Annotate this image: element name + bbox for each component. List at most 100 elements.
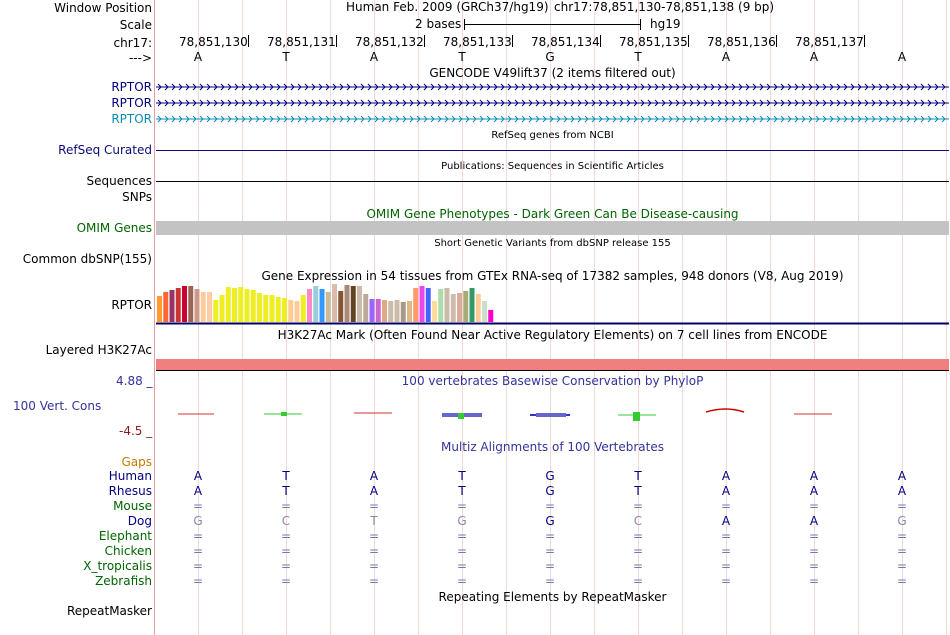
gtex-tissue-bar[interactable] xyxy=(307,289,312,322)
publications-sequences-label[interactable]: Sequences xyxy=(86,174,152,188)
gtex-tissue-bar[interactable] xyxy=(182,286,187,322)
gtex-tissue-bar[interactable] xyxy=(444,288,450,322)
repeatmasker-label[interactable]: RepeatMasker xyxy=(66,604,152,618)
phylop-conservation-plot[interactable] xyxy=(156,400,949,428)
gtex-tissue-bar[interactable] xyxy=(425,288,431,322)
gtex-tissue-bar[interactable] xyxy=(300,295,306,322)
gtex-tissue-bar[interactable] xyxy=(244,289,250,322)
gtex-tissue-bar[interactable] xyxy=(207,292,212,322)
h3k27ac-signal[interactable] xyxy=(156,359,949,370)
species-label[interactable]: Dog xyxy=(127,514,152,528)
gtex-tissue-bar[interactable] xyxy=(238,287,244,322)
refseq-gene-line[interactable] xyxy=(156,150,949,151)
gencode-item-rptor-3[interactable]: RPTOR xyxy=(111,112,152,126)
species-label[interactable]: Zebrafish xyxy=(95,574,152,588)
gencode-item-rptor-2[interactable]: RPTOR xyxy=(111,96,152,110)
species-label[interactable]: Rhesus xyxy=(108,484,152,498)
gencode-item-rptor-1[interactable]: RPTOR xyxy=(111,80,152,94)
species-label[interactable]: Mouse xyxy=(113,499,152,513)
gtex-tissue-bar[interactable] xyxy=(257,293,262,322)
omim-genes-label[interactable]: OMIM Genes xyxy=(76,221,152,235)
gtex-tissue-bar[interactable] xyxy=(288,300,294,322)
gtex-tissue-bar[interactable] xyxy=(263,295,269,322)
gtex-tissue-bar[interactable] xyxy=(294,301,300,322)
gtex-tissue-bar[interactable] xyxy=(325,292,331,322)
strand-arrow xyxy=(521,99,526,107)
gtex-tissue-bar[interactable] xyxy=(432,301,437,322)
gtex-tissue-bar[interactable] xyxy=(313,286,319,322)
gtex-tissue-bar[interactable] xyxy=(394,300,400,322)
publications-snps-label[interactable]: SNPs xyxy=(122,190,152,204)
gtex-tissue-bar[interactable] xyxy=(363,294,369,322)
gtex-tissue-bar[interactable] xyxy=(413,288,419,322)
gtex-tissue-bar[interactable] xyxy=(369,299,375,322)
species-label[interactable]: Elephant xyxy=(98,529,152,543)
gtex-tissue-bar[interactable] xyxy=(400,302,406,322)
gtex-tissue-bar[interactable] xyxy=(338,291,344,322)
gtex-tissue-bar[interactable] xyxy=(175,288,181,322)
gtex-tissue-bar[interactable] xyxy=(225,287,231,322)
strand-arrow xyxy=(913,83,918,91)
species-label[interactable]: Chicken xyxy=(104,544,152,558)
strand-arrow xyxy=(801,83,806,91)
gtex-tissue-bar[interactable] xyxy=(375,299,381,322)
multiz-gaps-label[interactable]: Gaps xyxy=(121,455,152,469)
gtex-tissue-bar[interactable] xyxy=(275,297,281,322)
gtex-tissue-bar[interactable] xyxy=(463,291,469,322)
gtex-tissue-bar[interactable] xyxy=(188,286,194,322)
strand-arrow xyxy=(472,83,477,91)
gtex-tissue-bar[interactable] xyxy=(319,289,325,322)
conservation-label[interactable]: 100 Vert. Cons xyxy=(13,399,102,413)
strand-arrow xyxy=(423,83,428,91)
gtex-tissue-bar[interactable] xyxy=(194,289,200,322)
strand-arrow xyxy=(864,115,869,123)
h3k27ac-track-title: H3K27Ac Mark (Often Found Near Active Re… xyxy=(277,328,828,342)
gtex-tissue-bar[interactable] xyxy=(169,290,175,322)
gtex-tissue-bar[interactable] xyxy=(438,289,444,322)
omim-phenotype-bar[interactable] xyxy=(156,221,949,235)
strand-arrow xyxy=(500,115,505,123)
strand-arrow xyxy=(675,83,680,91)
strand-arrow xyxy=(227,83,232,91)
gtex-tissue-bar[interactable] xyxy=(350,286,356,322)
strand-arrow xyxy=(731,83,736,91)
position-title[interactable]: chr17:78,851,130-78,851,138 (9 bp) xyxy=(554,0,775,14)
strand-arrow xyxy=(759,99,764,107)
species-label[interactable]: Human xyxy=(108,469,152,483)
gtex-tissue-bar[interactable] xyxy=(407,301,412,322)
gtex-tissue-bar[interactable] xyxy=(419,286,425,322)
gtex-tissue-bar[interactable] xyxy=(163,292,169,322)
gtex-tissue-bar[interactable] xyxy=(250,290,256,322)
gtex-tissue-bar[interactable] xyxy=(450,294,456,322)
gtex-tissue-bar[interactable] xyxy=(357,286,362,322)
strand-arrow xyxy=(668,115,673,123)
gtex-tissue-bar[interactable] xyxy=(388,301,394,322)
species-label[interactable]: X_tropicalis xyxy=(83,559,152,573)
strand-arrow xyxy=(185,99,190,107)
gtex-tissue-bar[interactable] xyxy=(232,288,237,322)
gtex-tissue-bar[interactable] xyxy=(382,300,387,322)
gtex-tissue-bar[interactable] xyxy=(344,285,350,322)
gtex-tissue-bar[interactable] xyxy=(157,296,162,322)
gtex-tissue-bar[interactable] xyxy=(219,295,225,322)
gtex-tissue-bar[interactable] xyxy=(475,294,481,322)
gtex-tissue-bar[interactable] xyxy=(332,284,337,322)
gtex-tissue-bar[interactable] xyxy=(213,300,219,322)
common-dbsnp-label[interactable]: Common dbSNP(155) xyxy=(22,252,152,266)
refseq-curated-label[interactable]: RefSeq Curated xyxy=(58,143,152,157)
layered-h3k27ac-label[interactable]: Layered H3K27Ac xyxy=(45,343,152,357)
gtex-tissue-bar[interactable] xyxy=(200,292,206,322)
gencode-gene-features[interactable] xyxy=(156,82,949,126)
strand-arrow xyxy=(290,99,295,107)
strand-arrow xyxy=(836,83,841,91)
gtex-tissue-bar[interactable] xyxy=(457,293,462,322)
gtex-tissue-bar[interactable] xyxy=(469,288,475,322)
gtex-tissue-bar[interactable] xyxy=(269,295,275,322)
gtex-expression-chart[interactable] xyxy=(156,284,949,326)
gtex-tissue-bar[interactable] xyxy=(488,310,494,322)
strand-arrow xyxy=(829,99,834,107)
gtex-gene-label[interactable]: RPTOR xyxy=(111,298,152,312)
gtex-tissue-bar[interactable] xyxy=(482,301,487,322)
publications-sequence-line[interactable] xyxy=(156,181,949,182)
gtex-tissue-bar[interactable] xyxy=(282,298,287,322)
